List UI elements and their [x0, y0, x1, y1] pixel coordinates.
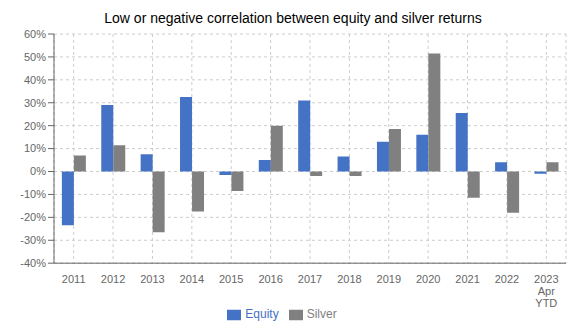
svg-text:2016: 2016	[258, 273, 282, 285]
svg-text:2022: 2022	[495, 273, 519, 285]
html-text:Silver: Silver	[306, 307, 337, 322]
svg-text:2023AprYTD: 2023AprYTD	[534, 273, 558, 309]
svg-text:40%: 40%	[24, 74, 46, 86]
svg-text:20%: 20%	[24, 120, 46, 132]
svg-text:60%: 60%	[24, 28, 46, 40]
svg-text:2017: 2017	[298, 273, 322, 285]
svg-text:-40%: -40%	[20, 257, 46, 269]
html-text:Equity: Equity	[245, 307, 279, 322]
svg-text:2015: 2015	[219, 273, 243, 285]
svg-text:30%: 30%	[24, 97, 46, 109]
svg-text:50%: 50%	[24, 51, 46, 63]
svg-text:2014: 2014	[180, 273, 204, 285]
svg-text:2019: 2019	[377, 273, 401, 285]
svg-text:0%: 0%	[30, 165, 46, 177]
svg-text:-30%: -30%	[20, 234, 46, 246]
svg-text:10%: 10%	[24, 142, 46, 154]
svg-text:-20%: -20%	[20, 211, 46, 223]
svg-text:-10%: -10%	[20, 188, 46, 200]
svg-text:2012: 2012	[101, 273, 125, 285]
svg-text:2018: 2018	[337, 273, 361, 285]
svg-text:2013: 2013	[140, 273, 164, 285]
svg-text:2021: 2021	[455, 273, 479, 285]
svg-text:2020: 2020	[416, 273, 440, 285]
html-text:Low or negative correlation be: Low or negative correlation between equi…	[104, 10, 482, 26]
svg-text:2011: 2011	[62, 273, 86, 285]
